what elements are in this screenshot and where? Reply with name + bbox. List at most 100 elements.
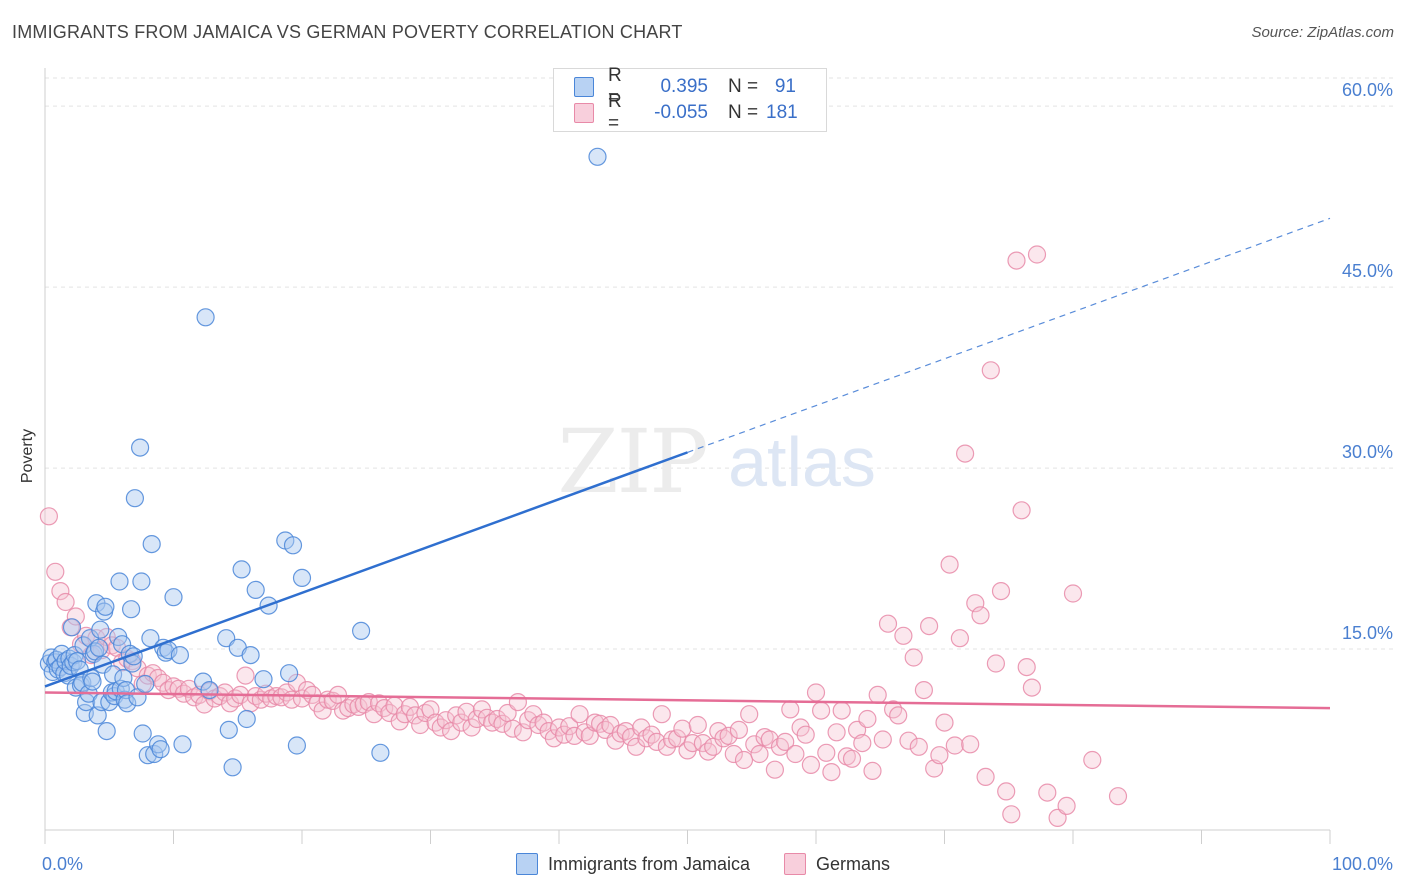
legend-swatch-blue [574, 77, 594, 97]
point-germans [873, 730, 892, 749]
source-note: Source: ZipAtlas.com [1251, 24, 1394, 41]
point-germans [632, 718, 651, 737]
point-germans [39, 507, 59, 526]
point-germans [1057, 796, 1076, 816]
point-germans [842, 749, 862, 768]
point-jamaica [292, 568, 312, 588]
legend-item-germans[interactable]: Germans [784, 853, 890, 875]
legend-row-jamaica: R = 0.395 N = 91 [574, 65, 796, 108]
point-jamaica [142, 534, 161, 554]
point-germans [46, 562, 65, 581]
point-germans [858, 709, 877, 729]
chart-title: IMMIGRANTS FROM JAMAICA VS GERMAN POVERT… [12, 22, 683, 42]
point-germans [986, 654, 1006, 673]
point-germans [56, 592, 75, 612]
point-germans [544, 729, 564, 748]
point-germans [832, 701, 851, 720]
point-jamaica [287, 736, 306, 755]
point-germans [1022, 678, 1042, 697]
point-germans [637, 729, 656, 748]
n-label: N = [728, 102, 759, 123]
point-germans [786, 744, 805, 764]
point-germans [914, 680, 934, 700]
point-jamaica [97, 721, 116, 741]
point-jamaica [232, 560, 251, 579]
point-germans [971, 606, 990, 625]
trend-line-jamaica-extension [687, 217, 1331, 453]
point-germans [493, 714, 512, 733]
point-jamaica [122, 600, 141, 619]
legend-swatch-pink [574, 103, 594, 123]
point-germans [503, 719, 522, 738]
legend-swatch-pink [784, 853, 806, 875]
point-germans [811, 701, 831, 720]
data-points [39, 147, 1128, 828]
point-germans [1012, 501, 1031, 520]
point-germans [673, 719, 692, 738]
point-germans [719, 726, 738, 746]
point-germans [411, 715, 430, 735]
point-germans [1063, 584, 1083, 603]
point-germans [801, 755, 821, 775]
point-germans [647, 732, 666, 752]
point-germans [904, 648, 923, 667]
axes [44, 68, 1331, 844]
point-jamaica [371, 743, 390, 762]
point-jamaica [352, 621, 371, 641]
point-jamaica [118, 694, 137, 713]
point-germans [729, 720, 749, 740]
watermark: ZIP atlas [557, 410, 876, 513]
point-jamaica [241, 645, 260, 665]
point-germans [693, 733, 713, 753]
point-germans [51, 581, 70, 601]
y-tick-label: 15.0% [1342, 623, 1393, 643]
point-jamaica [89, 638, 109, 657]
point-jamaica [132, 572, 151, 591]
point-jamaica [170, 645, 189, 665]
series-legend: Immigrants from Jamaica Germans [0, 852, 1406, 876]
point-germans [688, 715, 707, 735]
point-germans [740, 705, 759, 724]
point-germans [236, 666, 255, 685]
legend-label-jamaica: Immigrants from Jamaica [547, 853, 750, 874]
point-germans [1027, 245, 1047, 264]
point-germans [770, 737, 790, 756]
point-jamaica [164, 588, 183, 607]
y-tick-label: 60.0% [1342, 80, 1393, 100]
point-jamaica [149, 735, 168, 754]
point-germans [945, 736, 964, 755]
trend-line-jamaica [44, 451, 688, 688]
point-germans [400, 697, 419, 717]
point-germans [894, 626, 913, 645]
point-germans [935, 713, 954, 732]
point-germans [822, 762, 841, 782]
point-jamaica [112, 635, 132, 654]
point-germans [883, 700, 903, 719]
trend-lines [44, 217, 1331, 710]
point-germans [66, 607, 85, 626]
point-germans [436, 711, 455, 730]
point-germans [991, 581, 1011, 601]
point-germans [863, 761, 882, 781]
point-germans [462, 718, 481, 737]
legend-item-jamaica[interactable]: Immigrants from Jamaica [515, 853, 750, 875]
y-tick-label: 30.0% [1342, 442, 1393, 462]
r-value: 0.395 [660, 76, 708, 97]
r-value: -0.055 [654, 102, 708, 123]
x-tick-label: 100.0% [1332, 854, 1393, 874]
point-germans [961, 735, 980, 754]
point-germans [760, 730, 779, 749]
n-label: N = [728, 76, 759, 97]
point-germans [796, 725, 815, 744]
point-jamaica [254, 670, 273, 689]
point-germans [683, 733, 702, 753]
point-jamaica [151, 740, 170, 759]
point-germans [734, 750, 754, 770]
point-jamaica [110, 572, 129, 591]
point-jamaica [96, 597, 115, 616]
point-germans [570, 705, 589, 724]
n-value: 181 [766, 102, 798, 123]
point-germans [364, 705, 384, 724]
trend-line-germans [44, 691, 1331, 710]
point-germans [827, 723, 846, 742]
